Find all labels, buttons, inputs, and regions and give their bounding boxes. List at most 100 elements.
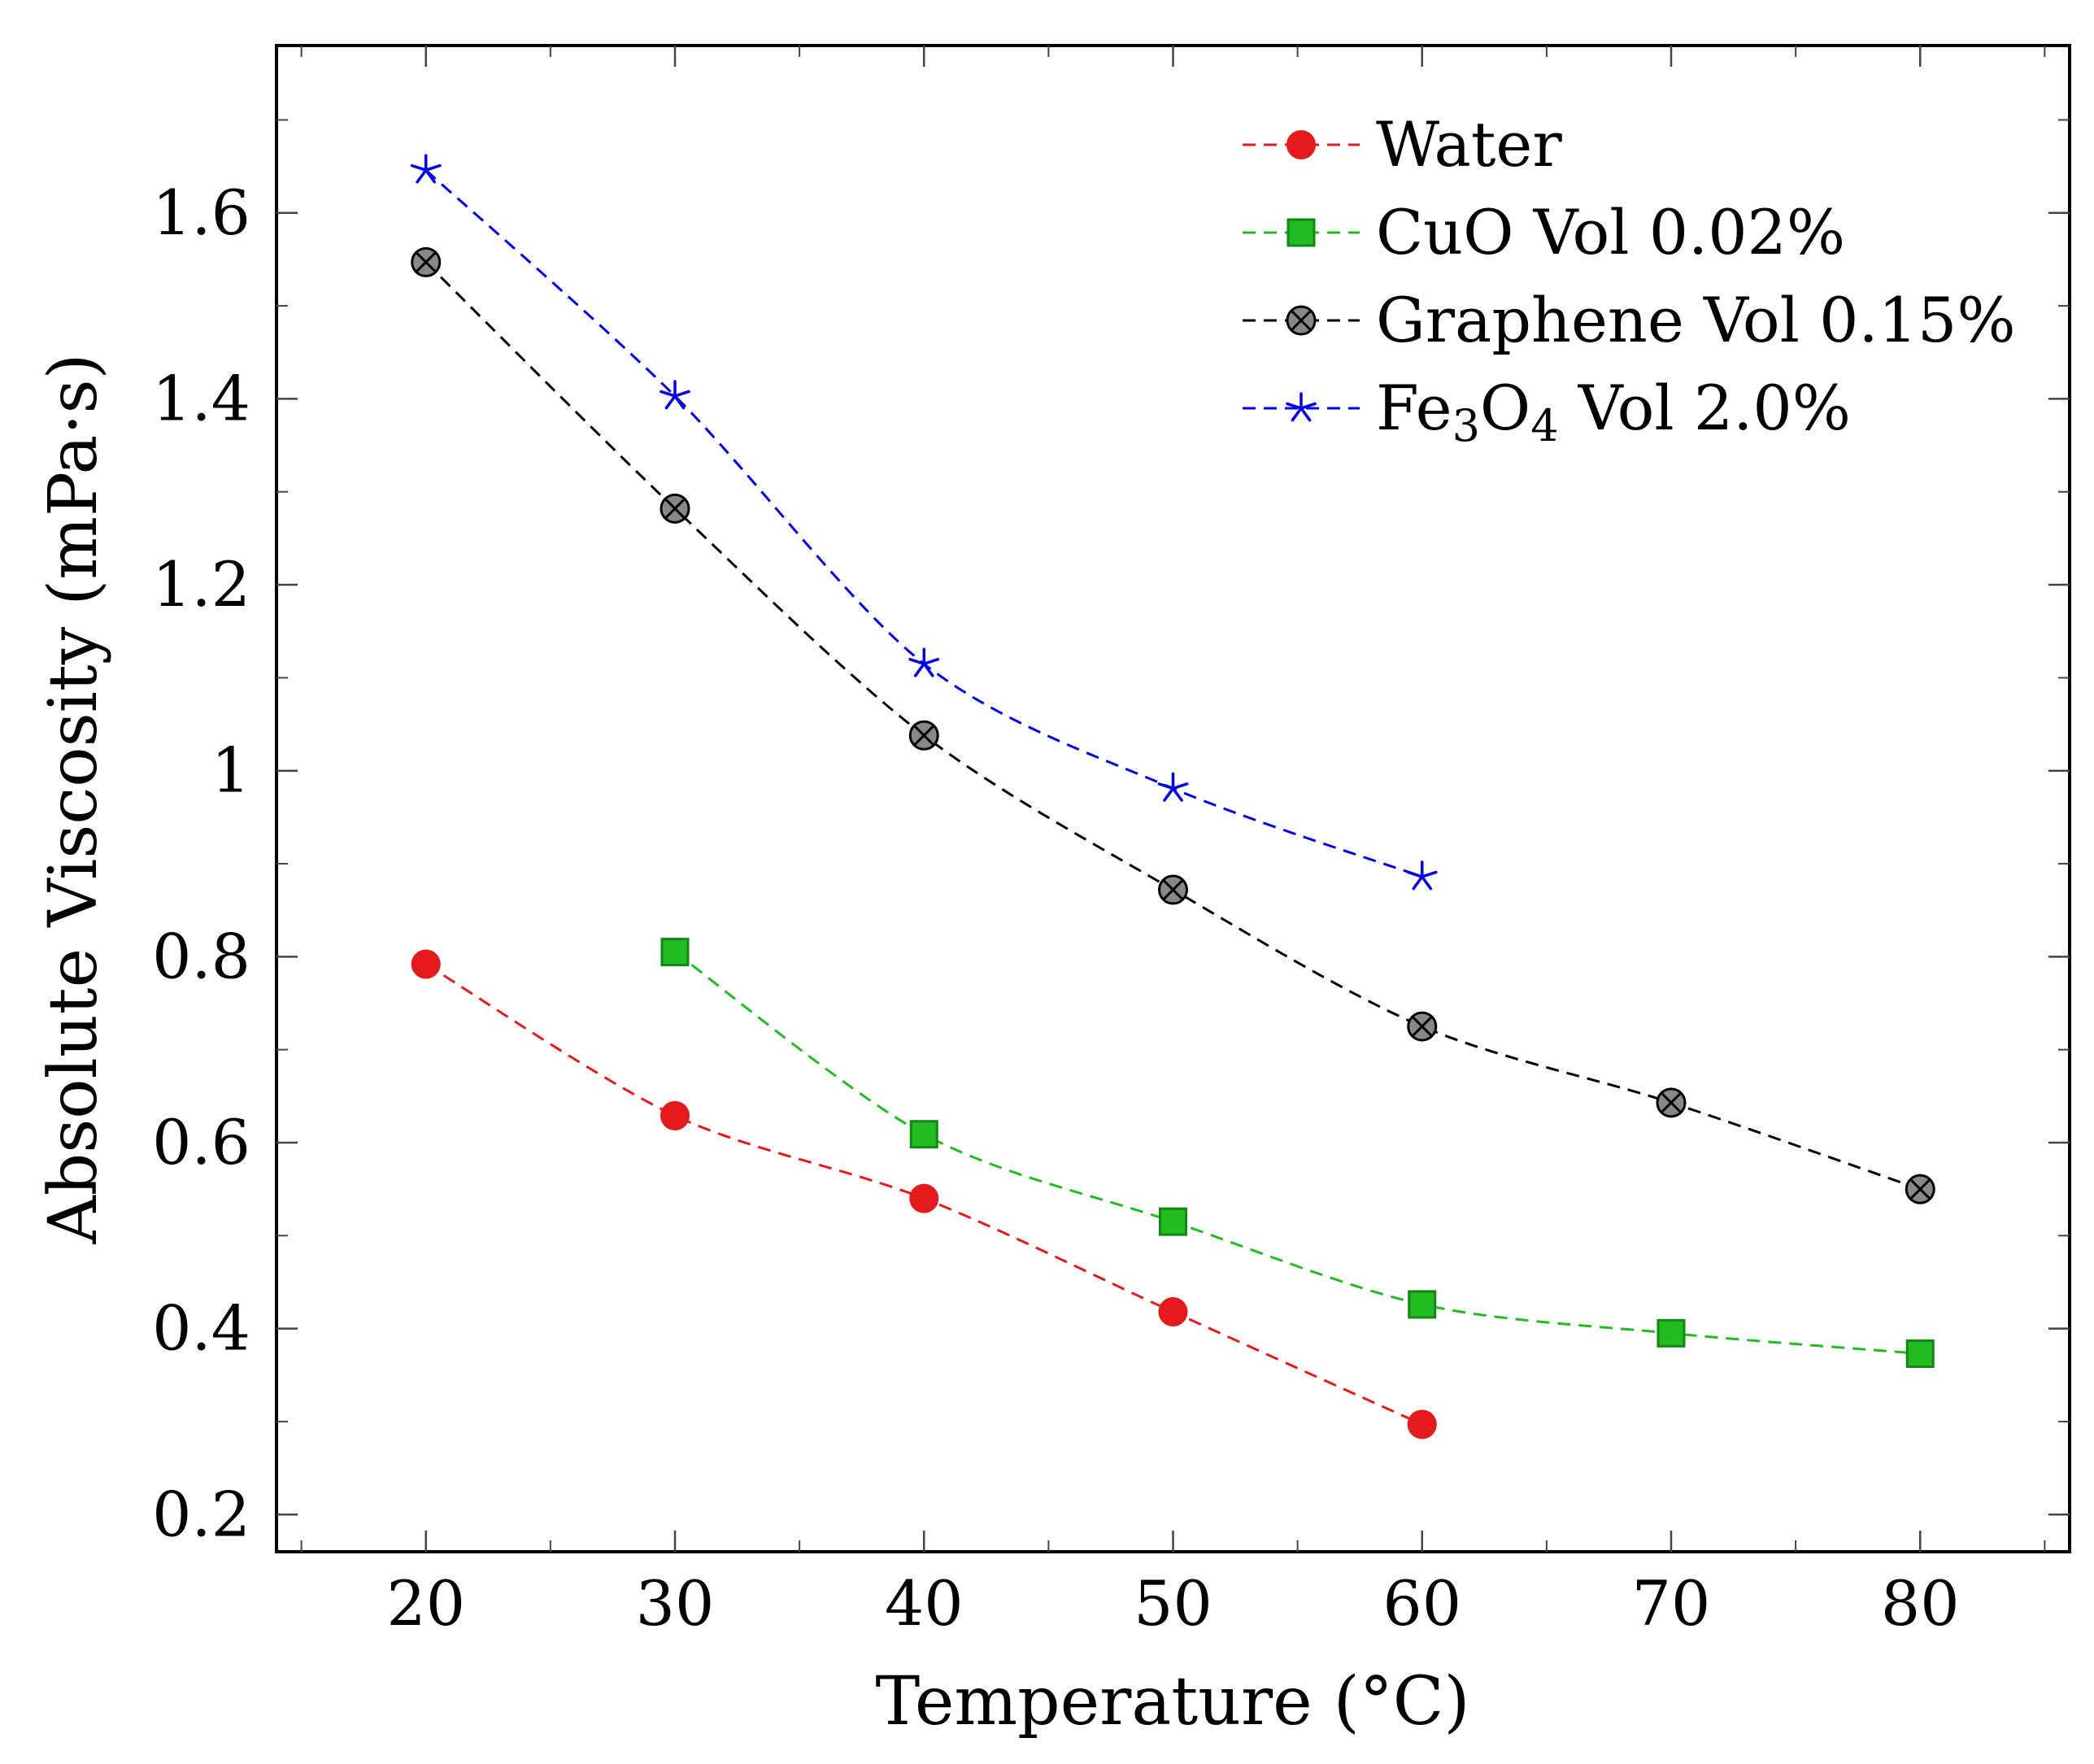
legend-marker-water-shape — [1286, 130, 1316, 159]
legend: Water CuO Vol 0.02% Graphene Vol 0.15% Fe3O… — [1243, 108, 2016, 451]
x-tick-label: 50 — [1134, 1567, 1212, 1640]
data-point-graphene-vol-0-15--cross — [1909, 1178, 1931, 1200]
data-point-fe3o4-vol-2-0--ray — [1157, 782, 1175, 791]
series-line-fe3o4-vol-2-0- — [424, 169, 1423, 878]
data-point-graphene-vol-0-15--cross — [415, 251, 437, 273]
data-point-graphene-vol-0-15- — [411, 246, 442, 277]
legend-marker-graphene-vol-0-15--cross — [1290, 309, 1313, 332]
data-point-cuo-vol-0-02--shape — [1905, 1339, 1935, 1368]
data-point-water — [1407, 1409, 1437, 1440]
data-point-fe3o4-vol-2-0--ray — [664, 394, 677, 410]
data-point-fe3o4-vol-2-0--ray — [1421, 870, 1438, 878]
data-point-fe3o4-vol-2-0--ray — [673, 390, 690, 398]
legend-marker-fe3o4-vol-2-0--ray — [1286, 402, 1303, 410]
x-tick-labels: 20 30 40 50 60 70 80 — [386, 1567, 1959, 1640]
data-point-cuo-vol-0-02--shape — [1159, 1207, 1187, 1236]
legend-marker-cuo-vol-0-02- — [1286, 218, 1316, 247]
data-point-cuo-vol-0-02--shape — [1408, 1290, 1437, 1319]
y-tick-label: 1.6 — [152, 176, 250, 249]
data-point-graphene-vol-0-15- — [1407, 1011, 1438, 1042]
x-axis-label: Temperature (°C) — [876, 1663, 1470, 1740]
x-tick-label: 70 — [1632, 1567, 1711, 1640]
data-point-cuo-vol-0-02--shape — [1656, 1318, 1686, 1348]
series-markers — [410, 154, 1935, 1440]
series-line-cuo-vol-0-02- — [674, 951, 1921, 1355]
data-point-fe3o4-vol-2-0--ray — [1163, 786, 1175, 802]
data-point-fe3o4-vol-2-0--ray — [410, 163, 428, 172]
data-point-cuo-vol-0-02- — [1905, 1339, 1935, 1368]
legend-marker-graphene-vol-0-15- — [1286, 305, 1317, 336]
legend-marker-fe3o4-vol-2-0--ray — [1291, 407, 1303, 422]
legend-label-graphene-vol-0-15-: Graphene Vol 0.15% — [1376, 284, 2016, 356]
data-point-graphene-vol-0-15--cross — [1162, 878, 1184, 901]
y-tick-label: 1.2 — [152, 548, 250, 621]
data-point-water-shape — [909, 1183, 939, 1213]
data-point-fe3o4-vol-2-0--ray — [673, 394, 686, 410]
data-point-fe3o4-vol-2-0- — [908, 647, 940, 677]
y-tick-label: 0.2 — [152, 1478, 250, 1550]
data-point-fe3o4-vol-2-0- — [660, 380, 690, 410]
data-point-graphene-vol-0-15- — [1158, 874, 1188, 905]
data-point-cuo-vol-0-02- — [1656, 1318, 1686, 1348]
data-point-graphene-vol-0-15--cross — [1411, 1016, 1433, 1038]
y-axis-label: Absolute Viscosity (mPa·s) — [35, 353, 112, 1244]
legend-marker-fe3o4-vol-2-0--ray — [1299, 402, 1317, 410]
x-tick-label: 80 — [1881, 1567, 1960, 1640]
data-point-fe3o4-vol-2-0- — [1157, 772, 1189, 802]
data-point-water — [909, 1183, 939, 1213]
data-point-graphene-vol-0-15--cross — [1660, 1091, 1683, 1113]
data-point-graphene-vol-0-15- — [1656, 1087, 1687, 1118]
legend-marker-fe3o4-vol-2-0--ray — [1299, 407, 1312, 422]
data-point-graphene-vol-0-15- — [908, 720, 939, 751]
data-point-fe3o4-vol-2-0--ray — [416, 168, 428, 184]
data-point-cuo-vol-0-02--shape — [909, 1120, 938, 1149]
data-point-fe3o4-vol-2-0--ray — [1406, 870, 1424, 878]
y-tick-label: 1 — [211, 734, 250, 807]
legend-label-cuo-vol-0-02-: CuO Vol 0.02% — [1376, 196, 1845, 268]
data-point-water-shape — [1158, 1297, 1188, 1327]
data-point-cuo-vol-0-02- — [1159, 1207, 1187, 1236]
data-point-fe3o4-vol-2-0--ray — [660, 390, 677, 398]
series-lines — [424, 169, 1921, 1426]
data-point-water — [660, 1100, 690, 1130]
x-tick-label: 20 — [386, 1567, 465, 1640]
data-point-fe3o4-vol-2-0--ray — [913, 662, 925, 677]
legend-label-water: Water — [1376, 108, 1562, 181]
data-point-graphene-vol-0-15--cross — [913, 725, 935, 747]
data-point-water-shape — [1407, 1409, 1437, 1440]
x-tick-label: 40 — [885, 1567, 964, 1640]
legend-label-fe3o4-vol-2-0-: Fe3O4 Vol 2.0% — [1376, 372, 1851, 451]
data-point-water — [1158, 1297, 1188, 1327]
legend-marker-cuo-vol-0-02--shape — [1286, 218, 1316, 247]
data-point-cuo-vol-0-02- — [660, 938, 690, 967]
data-point-cuo-vol-0-02--shape — [660, 938, 690, 967]
data-point-graphene-vol-0-15--cross — [664, 498, 686, 520]
minor-ticks — [276, 46, 2070, 1552]
data-point-fe3o4-vol-2-0--ray — [908, 657, 925, 665]
data-point-graphene-vol-0-15- — [1905, 1174, 1935, 1204]
data-point-fe3o4-vol-2-0- — [410, 154, 442, 184]
data-point-fe3o4-vol-2-0--ray — [1421, 875, 1433, 891]
data-point-cuo-vol-0-02- — [1408, 1290, 1437, 1319]
y-tick-label: 1.4 — [152, 362, 250, 434]
y-tick-label: 0.6 — [152, 1106, 250, 1178]
x-tick-label: 30 — [636, 1567, 715, 1640]
data-point-water-shape — [660, 1100, 690, 1130]
data-point-water-shape — [411, 949, 441, 979]
major-ticks — [276, 46, 2070, 1552]
data-point-fe3o4-vol-2-0--ray — [1412, 875, 1424, 891]
data-point-fe3o4-vol-2-0--ray — [424, 168, 437, 184]
data-point-fe3o4-vol-2-0--ray — [1171, 786, 1183, 802]
data-point-fe3o4-vol-2-0--ray — [1171, 782, 1189, 791]
data-point-fe3o4-vol-2-0--ray — [424, 163, 442, 172]
y-tick-label: 0.8 — [152, 920, 250, 992]
y-tick-labels: 0.2 0.4 0.6 0.8 1 1.2 1.4 1.6 — [152, 176, 250, 1550]
legend-marker-water — [1286, 130, 1316, 159]
legend-marker-fe3o4-vol-2-0- — [1286, 392, 1317, 422]
y-tick-label: 0.4 — [152, 1292, 250, 1365]
data-point-cuo-vol-0-02- — [909, 1120, 938, 1149]
data-point-fe3o4-vol-2-0--ray — [922, 657, 940, 665]
data-point-fe3o4-vol-2-0- — [1406, 860, 1438, 891]
data-point-fe3o4-vol-2-0--ray — [922, 662, 934, 677]
